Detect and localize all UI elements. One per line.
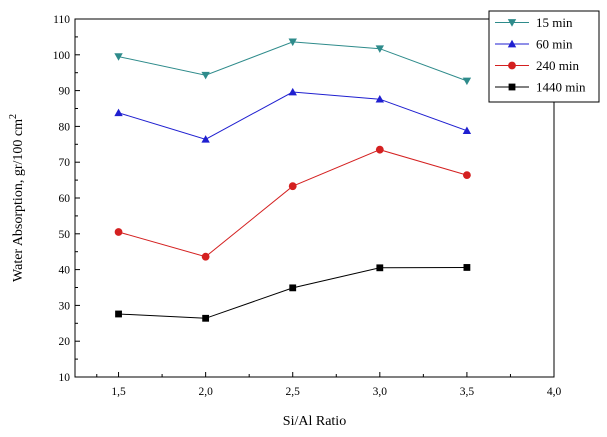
data-point xyxy=(375,45,385,53)
data-point xyxy=(114,228,123,236)
y-tick-label: 20 xyxy=(59,336,71,348)
ticks-layer: 10 20 30 40 50 60 70 80 90 100 110 1,5 2,0 2,5 3,0 3,5 4… xyxy=(53,14,562,398)
legend-marker xyxy=(507,19,517,27)
data-point xyxy=(202,314,210,322)
y-tick-label: 40 xyxy=(59,265,71,277)
series-60-min xyxy=(114,87,472,143)
data-point xyxy=(376,264,384,272)
y-tick-label: 70 xyxy=(59,157,71,169)
data-point xyxy=(463,171,471,179)
data-point xyxy=(375,145,384,154)
data-point xyxy=(201,252,210,261)
data-point xyxy=(375,94,385,103)
data-point xyxy=(288,87,297,96)
y-tick-label: 60 xyxy=(59,193,71,205)
data-point xyxy=(462,77,472,86)
legend-item-240-min: 240 min xyxy=(495,58,579,73)
y-axis-title-superscript: 2 xyxy=(8,114,19,119)
data-point xyxy=(114,53,123,61)
plot-frame xyxy=(74,18,555,378)
data-point xyxy=(288,38,297,47)
data-point xyxy=(462,126,472,135)
data-point xyxy=(288,182,297,191)
x-tick-label: 2,0 xyxy=(198,386,213,398)
series-15-min xyxy=(114,38,472,86)
y-axis-title-main: Water Absorption, gr/100 cm xyxy=(11,119,26,282)
y-tick-label: 100 xyxy=(53,50,71,62)
legend-marker xyxy=(507,39,517,48)
legend: 15 min 60 min 240 min 1440 min xyxy=(488,10,600,103)
series-240-min xyxy=(114,145,471,261)
y-tick-label: 50 xyxy=(59,229,71,241)
data-point xyxy=(463,264,471,271)
legend-item-15-min: 15 min xyxy=(495,15,573,30)
series-layer xyxy=(114,38,472,322)
x-tick-label: 3,0 xyxy=(373,386,388,398)
data-point xyxy=(201,135,210,143)
y-tick-label: 90 xyxy=(59,86,71,98)
y-tick-label: 110 xyxy=(53,14,70,26)
y-tick-label: 30 xyxy=(59,300,71,312)
series-line-60-min xyxy=(118,91,468,140)
legend-label: 15 min xyxy=(536,15,573,30)
legend-label: 240 min xyxy=(536,58,579,73)
x-tick-label: 4,0 xyxy=(547,386,562,398)
legend-label: 1440 min xyxy=(536,80,586,95)
legend-marker xyxy=(508,83,516,91)
x-tick-label: 2,5 xyxy=(286,386,301,398)
series-line-1440-min xyxy=(118,267,467,319)
y-tick-label: 10 xyxy=(59,372,71,384)
legend-item-60-min: 60 min xyxy=(495,37,573,52)
x-tick-label: 3,5 xyxy=(460,386,475,398)
series-1440-min xyxy=(115,264,471,322)
data-point xyxy=(201,71,210,80)
series-line-240-min xyxy=(118,149,468,258)
legend-marker xyxy=(508,61,516,70)
data-point xyxy=(114,108,123,117)
x-axis-title: Si/Al Ratio xyxy=(283,414,346,429)
y-tick-label: 80 xyxy=(59,121,71,133)
data-point xyxy=(289,284,297,292)
legend-label: 60 min xyxy=(536,37,573,52)
x-tick-label: 1,5 xyxy=(111,386,126,398)
y-axis-title: Water Absorption, gr/100 cm2 xyxy=(8,114,26,282)
series-line-15-min xyxy=(118,41,468,82)
legend-item-1440-min: 1440 min xyxy=(495,80,586,95)
data-point xyxy=(115,310,122,318)
